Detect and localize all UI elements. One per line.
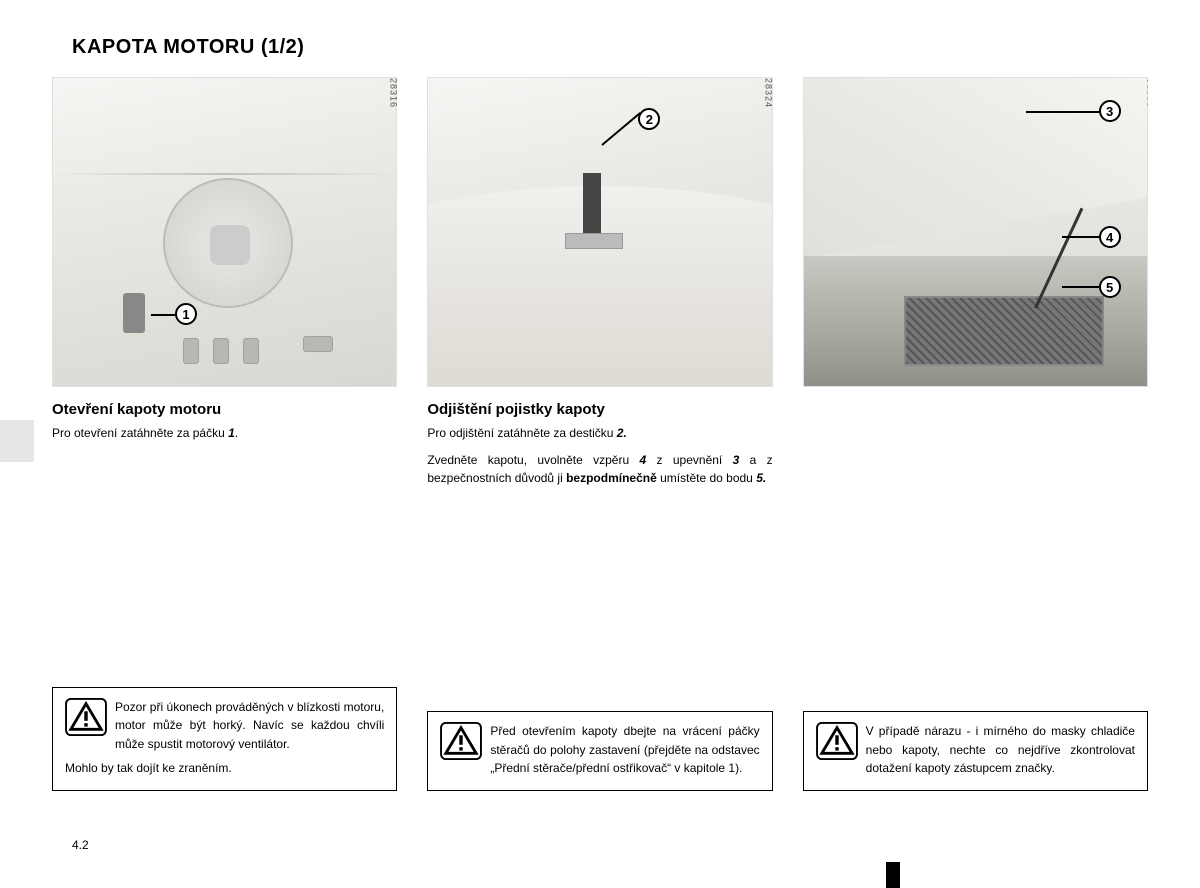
dashboard-line (53, 173, 396, 175)
bonnet-release-lever (123, 293, 145, 333)
pedal (303, 336, 333, 352)
warning-box-2: Před otevřením kapoty dbejte na vrácení … (427, 711, 772, 791)
ref: 5. (756, 471, 766, 485)
column-2: 28324 2 Odjištění pojistky kapoty Pro od… (427, 77, 772, 817)
page-number: 4.2 (72, 838, 89, 852)
body-text-2a: Pro odjištění zatáhněte za destičku 2. (427, 424, 772, 443)
warning-icon (816, 722, 858, 760)
text: umístěte do bodu (657, 471, 756, 485)
figure-1-interior: 28316 1 (52, 77, 397, 387)
column-1: 28316 1 Otevření kapoty motoru Pro otevř… (52, 77, 397, 817)
callout-line (1026, 111, 1104, 113)
callout-line (1062, 286, 1104, 288)
callout-3: 3 (1099, 100, 1121, 122)
subheading-2: Odjištění pojistky kapoty (427, 401, 772, 418)
image-code: 28324 (764, 78, 774, 108)
warning-icon (440, 722, 482, 760)
hood-latch-handle (583, 173, 601, 243)
column-3: 28322 3 4 5 (803, 77, 1148, 817)
callout-line (1062, 236, 1104, 238)
callout-1: 1 (175, 303, 197, 325)
columns-container: 28316 1 Otevření kapoty motoru Pro otevř… (52, 77, 1148, 817)
page-content: KAPOTA MOTORU (1/2) 28316 1 Otevření kap… (0, 0, 1200, 817)
callout-number: 1 (182, 307, 189, 322)
grille (904, 296, 1104, 366)
body-text-1: Pro otevření zatáhněte za páčku 1. (52, 424, 397, 443)
warning-text: Pozor při úkonech prováděných v blízkost… (65, 698, 384, 754)
warning-box-3: V případě nárazu - i mírného do masky ch… (803, 711, 1148, 791)
bold: bezpodmínečně (566, 471, 657, 485)
callout-number: 4 (1106, 230, 1113, 245)
warning-icon (65, 698, 107, 736)
subheading-1: Otevření kapoty motoru (52, 401, 397, 418)
text: Zvedněte kapotu, uvolněte vzpěru (427, 453, 639, 467)
pedal (243, 338, 259, 364)
warning-box-1: Pozor při úkonech prováděných v blízkost… (52, 687, 397, 791)
image-code: 28316 (388, 78, 398, 108)
callout-4: 4 (1099, 226, 1121, 248)
ref: 2. (617, 426, 627, 440)
body-text-2b: Zvedněte kapotu, uvolněte vzpěru 4 z upe… (427, 451, 772, 488)
hood-raised (804, 78, 1147, 258)
pedal (183, 338, 199, 364)
steering-wheel (163, 178, 293, 308)
text: Pro odjištění zatáhněte za destičku (427, 426, 616, 440)
pedal (213, 338, 229, 364)
warning-text: Před otevřením kapoty dbejte na vrácení … (440, 722, 759, 778)
side-tab (0, 420, 34, 462)
callout-number: 3 (1106, 104, 1113, 119)
ref: 1 (228, 426, 235, 440)
figure-3-engine-bay: 28322 3 4 5 (803, 77, 1148, 387)
warning-text: Mohlo by tak dojít ke zraněním. (65, 759, 384, 778)
callout-number: 5 (1106, 280, 1113, 295)
bottom-crop-marker (886, 862, 900, 888)
callout-2: 2 (638, 108, 660, 130)
page-title: KAPOTA MOTORU (1/2) (72, 36, 1148, 59)
callout-5: 5 (1099, 276, 1121, 298)
text: z upevnění (646, 453, 732, 467)
callout-number: 2 (646, 112, 653, 127)
text: Pro otevření zatáhněte za páčku (52, 426, 228, 440)
figure-2-hood-latch: 28324 2 (427, 77, 772, 387)
callout-line (602, 112, 642, 146)
text: . (235, 426, 238, 440)
warning-text: V případě nárazu - i mírného do masky ch… (816, 722, 1135, 778)
